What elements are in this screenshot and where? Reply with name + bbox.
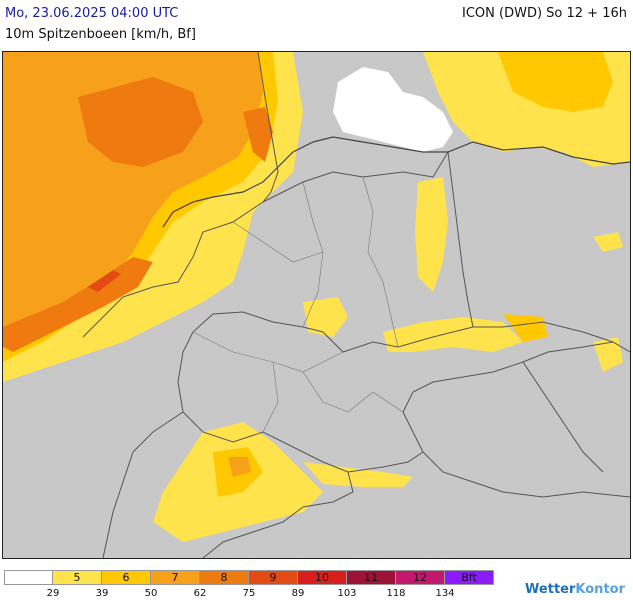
legend-cell [4,570,53,585]
legend-tick-label: 103 [337,588,357,599]
wind-gust-map[interactable] [2,51,631,559]
gust-zone-bft5-alps [303,462,413,487]
legend-tick-label: 29 [46,588,60,599]
legend-cell: 12 [396,570,445,585]
gust-zone-bft6-bohemia [503,314,548,342]
legend-cell: 11 [347,570,396,585]
color-legend: 5 6 7 8 9 10 11 12 Bft [4,570,494,586]
gust-zone-bft5-centre [303,297,348,337]
gust-zone-bft5-slovakia [593,337,623,372]
region-borders [192,176,404,433]
brand-logo: WetterKontor [525,582,625,597]
legend-cell: Bft [445,570,494,585]
brand-part2: Kontor [575,582,625,597]
legend-tick-label: 39 [95,588,109,599]
legend-tick-label: 62 [193,588,207,599]
legend-cell: 6 [102,570,151,585]
legend-ticks: 29 39 50 62 75 89 103 118 134 [4,588,504,600]
coastline [162,136,630,228]
legend-tick-label: 118 [386,588,406,599]
legend-cell: 10 [298,570,347,585]
parameter-title: 10m Spitzenboeen [km/h, Bf] [5,27,196,42]
gust-zone-bft5-east-strip [415,177,448,292]
gust-zone-bft5-east-patch [593,232,623,252]
gust-zone-bft9-streak [88,270,121,292]
gust-zone-bft7-south [228,457,251,477]
gust-zone-bft6-baltic [498,52,613,112]
legend-cell: 9 [249,570,298,585]
gust-zone-bft8-bight [243,107,273,162]
legend-cell: 7 [151,570,200,585]
legend-tick-label: 75 [242,588,256,599]
gust-zone-bft5-bohemia [383,317,523,352]
calm-zone-baltic [333,67,453,152]
model-run: ICON (DWD) So 12 + 16h [462,6,627,21]
legend-tick-label: 89 [291,588,305,599]
gust-zone-bft8-coast [3,257,153,352]
legend-cell: 5 [53,570,102,585]
legend-tick-label: 50 [144,588,158,599]
brand-part1: Wetter [525,582,576,597]
forecast-datetime: Mo, 23.06.2025 04:00 UTC [5,6,179,21]
legend-tick-label: 134 [435,588,455,599]
legend-cell: 8 [200,570,249,585]
gust-zone-bft8-west [78,77,203,167]
